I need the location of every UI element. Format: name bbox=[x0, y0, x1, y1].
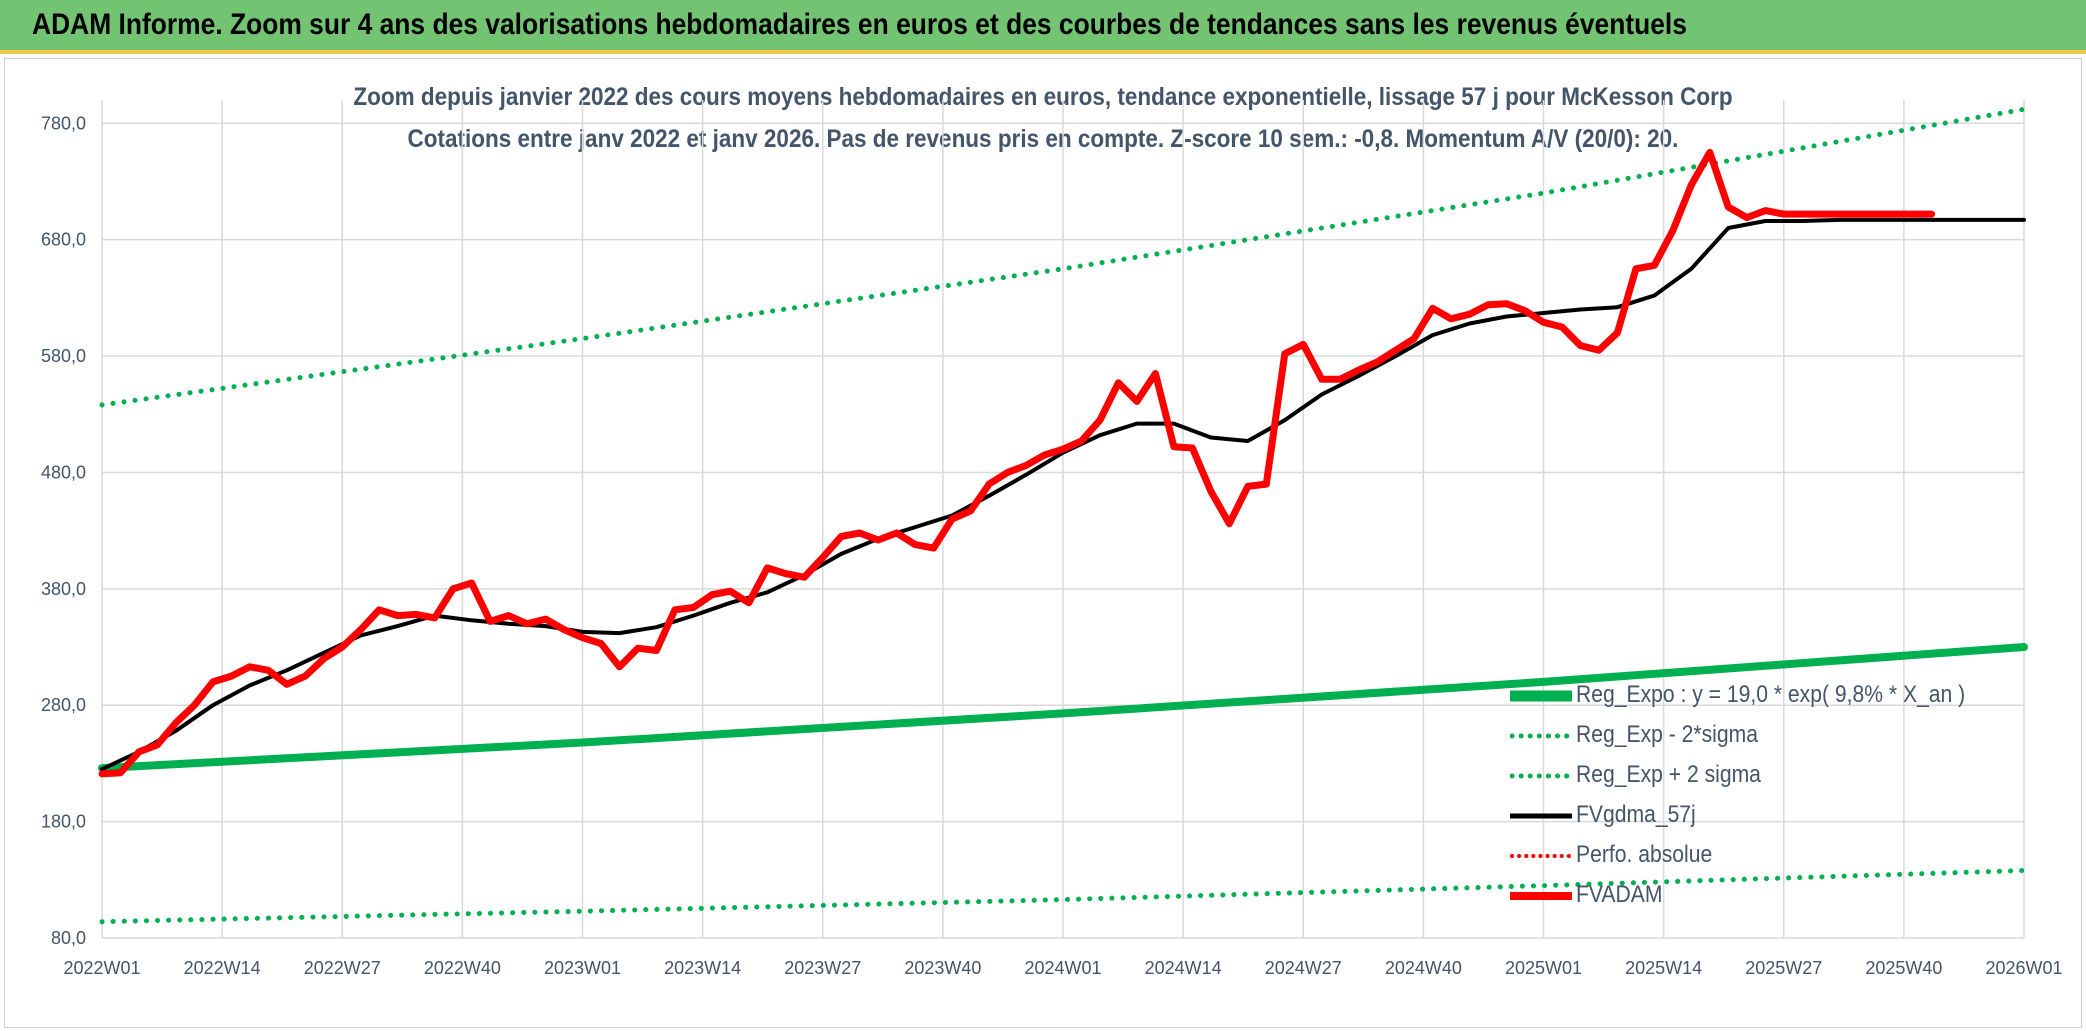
banner-title: ADAM Informe. Zoom sur 4 ans des valoris… bbox=[32, 8, 1687, 41]
x-axis: 2022W01 2022W14 2022W27 2022W40 2023W01 2023W… bbox=[63, 958, 2062, 978]
legend-item-fvgdma: FVgdma_57j bbox=[1510, 796, 2030, 836]
x-tick-label: 2025W40 bbox=[1865, 958, 1942, 978]
grid bbox=[101, 100, 2025, 939]
y-tick-label: 480,0 bbox=[41, 462, 86, 482]
x-tick-label: 2025W27 bbox=[1745, 958, 1822, 978]
y-tick-label: 280,0 bbox=[41, 695, 86, 715]
y-tick-label: 80,0 bbox=[51, 928, 86, 948]
legend-label: Reg_Exp + 2 sigma bbox=[1576, 761, 1761, 788]
legend-item-reg-expo: Reg_Expo : y = 19,0 * exp( 9,8% * X_an ) bbox=[1510, 676, 2030, 716]
x-tick-label: 2024W27 bbox=[1265, 958, 1342, 978]
x-tick-label: 2022W27 bbox=[304, 958, 381, 978]
legend-swatch-solid-black bbox=[1510, 813, 1572, 819]
x-tick-label: 2025W14 bbox=[1625, 958, 1702, 978]
legend-swatch-solid-red bbox=[1510, 892, 1572, 900]
chart-subtitle: Cotations entre janv 2022 et janv 2026. … bbox=[407, 125, 1679, 153]
legend-label: FVgdma_57j bbox=[1576, 801, 1696, 828]
x-tick-label: 2024W40 bbox=[1385, 958, 1462, 978]
x-tick-label: 2023W14 bbox=[664, 958, 741, 978]
series-line-fvadam bbox=[98, 148, 1936, 778]
x-tick-label: 2023W01 bbox=[544, 958, 621, 978]
banner-accent bbox=[0, 50, 2086, 54]
legend-swatch-dotted-green bbox=[1510, 773, 1572, 779]
x-tick-label: 2022W01 bbox=[63, 958, 140, 978]
legend-label: Reg_Exp - 2*sigma bbox=[1576, 721, 1758, 748]
y-axis: 80,0 180,0 280,0 380,0 480,0 580,0 680,0 780,0 bbox=[41, 113, 86, 948]
series-line-reg-expo bbox=[98, 643, 2028, 773]
series-line-reg-exp bbox=[99, 868, 2027, 925]
legend-item-perfo-absolue: Perfo. absolue bbox=[1510, 836, 2030, 876]
legend: Reg_Expo : y = 19,0 * exp( 9,8% * X_an )… bbox=[1510, 676, 2030, 916]
banner: ADAM Informe. Zoom sur 4 ans des valoris… bbox=[0, 0, 2086, 54]
x-tick-label: 2023W27 bbox=[784, 958, 861, 978]
legend-label: Reg_Expo : y = 19,0 * exp( 9,8% * X_an ) bbox=[1576, 681, 1966, 708]
legend-item-reg-exp-plus: Reg_Exp + 2 sigma bbox=[1510, 756, 2030, 796]
series-group bbox=[98, 106, 2028, 925]
legend-swatch-dotted-red bbox=[1510, 854, 1572, 858]
legend-item-reg-exp-minus: Reg_Exp - 2*sigma bbox=[1510, 716, 2030, 756]
legend-label: Perfo. absolue bbox=[1576, 841, 1713, 868]
chart-frame bbox=[4, 58, 2082, 1028]
legend-label: FVADAM bbox=[1576, 881, 1663, 908]
x-tick-label: 2022W40 bbox=[424, 958, 501, 978]
x-tick-label: 2022W14 bbox=[184, 958, 261, 978]
chart-title: Zoom depuis janvier 2022 des cours moyen… bbox=[353, 83, 1733, 111]
x-tick-label: 2023W40 bbox=[904, 958, 981, 978]
y-tick-label: 580,0 bbox=[41, 346, 86, 366]
y-tick-label: 780,0 bbox=[41, 113, 86, 133]
y-tick-label: 380,0 bbox=[41, 579, 86, 599]
y-tick-label: 680,0 bbox=[41, 230, 86, 250]
y-tick-label: 180,0 bbox=[41, 812, 86, 832]
x-tick-label: 2026W01 bbox=[1985, 958, 2062, 978]
legend-swatch-solid-green bbox=[1510, 690, 1572, 702]
x-tick-label: 2024W01 bbox=[1024, 958, 1101, 978]
legend-swatch-dotted-green bbox=[1510, 733, 1572, 739]
x-tick-label: 2025W01 bbox=[1505, 958, 1582, 978]
legend-item-fvadam: FVADAM bbox=[1510, 876, 2030, 916]
x-tick-label: 2024W14 bbox=[1145, 958, 1222, 978]
